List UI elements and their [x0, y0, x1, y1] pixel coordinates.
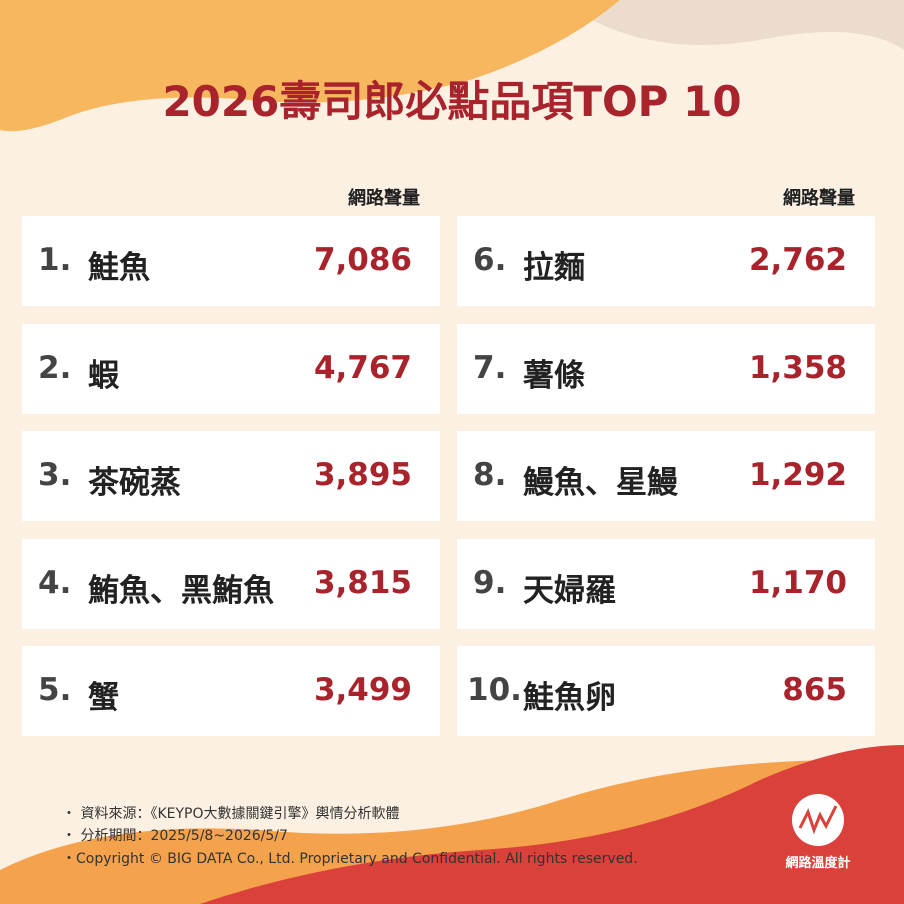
rank-card — [457, 216, 875, 306]
rank-card — [22, 646, 440, 736]
title: 2026壽司郎必點品項TOP 10 — [162, 77, 742, 126]
rank: 1. — [38, 242, 72, 278]
item-name: 鮭魚卵 — [523, 680, 616, 716]
rank-card — [457, 431, 875, 521]
rank-card — [457, 324, 875, 414]
rank-card — [22, 324, 440, 414]
rank: 4. — [38, 565, 72, 601]
item-name: 鮪魚、黑鮪魚 — [88, 573, 274, 609]
item-name: 薯條 — [523, 358, 585, 394]
item-name: 拉麵 — [523, 250, 585, 286]
rank: 6. — [473, 242, 507, 278]
rank-card — [22, 539, 440, 629]
rank-card — [22, 431, 440, 521]
footer-note: ・ 資料來源：《KEYPO大數據關鍵引擎》輿情分析軟體 — [62, 806, 400, 822]
rank: 3. — [38, 457, 72, 493]
footer-note: ・Copyright © BIG DATA Co., Ltd. Propriet… — [62, 851, 638, 867]
item-value: 4,767 — [313, 350, 412, 386]
item-value: 2,762 — [748, 242, 847, 278]
item-value: 3,895 — [313, 457, 412, 493]
item-name: 蝦 — [88, 358, 119, 394]
item-name: 鰻魚、星鰻 — [523, 465, 678, 501]
item-name: 鮭魚 — [88, 250, 150, 286]
metric-label: 網路聲量 — [348, 188, 420, 209]
rank-card — [457, 539, 875, 629]
item-name: 天婦羅 — [523, 573, 616, 609]
item-name: 蟹 — [88, 680, 119, 716]
logo-label: 網路溫度計 — [785, 856, 851, 871]
rank: 2. — [38, 350, 72, 386]
rank: 5. — [38, 672, 72, 708]
item-value: 3,499 — [313, 672, 412, 708]
item-name: 茶碗蒸 — [88, 465, 181, 501]
footer-note: ・ 分析期間：2025/5/8~2026/5/7 — [62, 828, 288, 844]
item-value: 1,292 — [748, 457, 847, 493]
rank-card — [22, 216, 440, 306]
rank: 8. — [473, 457, 507, 493]
rank: 7. — [473, 350, 507, 386]
rank: 10. — [467, 672, 522, 708]
item-value: 865 — [782, 672, 847, 708]
metric-label: 網路聲量 — [783, 188, 855, 209]
item-value: 1,170 — [748, 565, 847, 601]
rank: 9. — [473, 565, 507, 601]
item-value: 7,086 — [313, 242, 412, 278]
item-value: 1,358 — [748, 350, 847, 386]
item-value: 3,815 — [313, 565, 412, 601]
rank-card — [457, 646, 875, 736]
